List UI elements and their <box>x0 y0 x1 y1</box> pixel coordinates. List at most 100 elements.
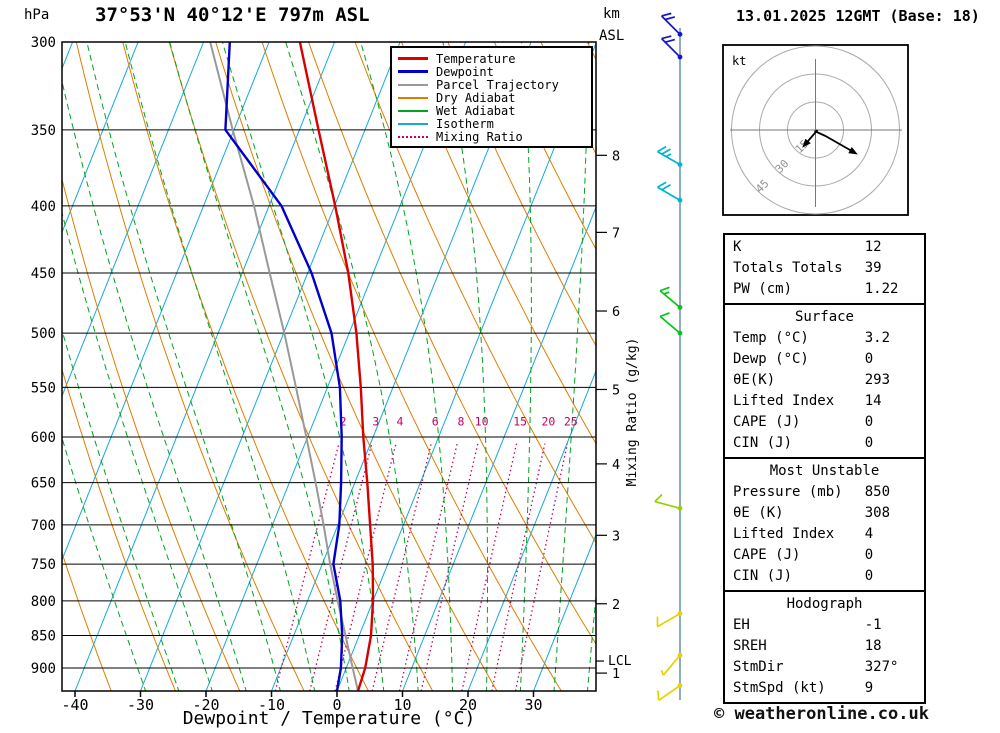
wind-barb <box>657 181 683 203</box>
svg-text:30: 30 <box>524 696 542 714</box>
stats-row: SREH 18 <box>725 636 924 657</box>
svg-text:3: 3 <box>612 528 620 544</box>
stats-row: PW (cm) 1.22 <box>725 279 924 300</box>
stats-row: Totals Totals 39 <box>725 258 924 279</box>
legend-label: Mixing Ratio <box>436 129 523 144</box>
legend-line-sample <box>398 135 428 138</box>
svg-text:3: 3 <box>372 414 379 428</box>
stats-row: StmSpd (kt) 9 <box>725 678 924 699</box>
mixing-ratio-labels: 2 3 4 6 8 10 15 20 25 <box>340 414 578 428</box>
svg-text:-40: -40 <box>61 696 88 714</box>
svg-text:550: 550 <box>31 380 56 396</box>
stats-row: CIN (J) 0 <box>725 566 924 587</box>
svg-text:20: 20 <box>459 696 477 714</box>
svg-text:900: 900 <box>31 661 56 677</box>
stats-section: Most Unstable Pressure (mb) 850 θE (K) 308 Li… <box>725 457 924 590</box>
stats-value: -1 <box>864 617 882 633</box>
legend-item: Mixing Ratio <box>398 130 585 143</box>
stats-row: CAPE (J) 0 <box>725 412 924 433</box>
stats-value: 39 <box>864 260 882 276</box>
stats-value: 0 <box>864 435 874 451</box>
stats-section: Surface Temp (°C) 3.2 Dewp (°C) 0 θE(K) 293 Lif… <box>725 303 924 457</box>
stats-label: EH <box>733 617 750 633</box>
svg-text:350: 350 <box>31 123 56 139</box>
stats-label: Temp (°C) <box>733 330 809 346</box>
stats-value: 9 <box>864 680 874 696</box>
stats-label: θE (K) <box>733 505 784 521</box>
stats-row: Lifted Index 14 <box>725 391 924 412</box>
x-axis-title: Dewpoint / Temperature (°C) <box>182 708 476 729</box>
stats-value: 293 <box>864 372 891 388</box>
stats-value: 3.2 <box>864 330 891 346</box>
stats-label: K <box>733 239 742 255</box>
svg-text:450: 450 <box>31 266 56 282</box>
stats-label: PW (cm) <box>733 281 793 297</box>
svg-text:2: 2 <box>612 597 620 613</box>
legend-label: Wet Adiabat <box>436 103 516 118</box>
stats-value: 327° <box>864 659 899 675</box>
stats-label: Totals Totals <box>733 260 843 276</box>
stats-section: Hodograph EH -1 SREH 18 StmDir 327° StmSpd (kt)… <box>725 590 924 702</box>
wind-barb <box>656 611 683 628</box>
dewpoint-line <box>224 42 344 691</box>
stats-label: θE(K) <box>733 372 776 388</box>
stats-label: CIN (J) <box>733 435 793 451</box>
wind-barb <box>654 493 683 511</box>
svg-text:8: 8 <box>458 414 465 428</box>
stats-label: Lifted Index <box>733 526 835 542</box>
legend-line-sample <box>398 96 428 99</box>
svg-text:300: 300 <box>31 35 56 51</box>
sounding-profiles <box>209 42 375 691</box>
svg-text:2: 2 <box>340 414 347 428</box>
stats-row: Lifted Index 4 <box>725 524 924 545</box>
stats-value: 0 <box>864 547 874 563</box>
stats-label: CAPE (J) <box>733 547 801 563</box>
svg-text:5: 5 <box>612 382 620 398</box>
hodograph-unit-label: kt <box>732 54 746 68</box>
legend-item: Wet Adiabat <box>398 104 585 117</box>
svg-text:15: 15 <box>513 414 527 428</box>
svg-text:1: 1 <box>612 666 620 682</box>
svg-text:-30: -30 <box>127 696 154 714</box>
svg-text:-10: -10 <box>258 696 285 714</box>
stats-section-title: Surface <box>794 309 854 325</box>
pressure-unit-label: hPa <box>24 7 50 23</box>
legend-label: Dewpoint <box>436 64 494 79</box>
stats-label: Pressure (mb) <box>733 484 843 500</box>
stats-row: CIN (J) 0 <box>725 433 924 454</box>
legend-item: Parcel Trajectory <box>398 78 585 91</box>
stats-label: CIN (J) <box>733 568 793 584</box>
svg-text:700: 700 <box>31 518 56 534</box>
svg-text:600: 600 <box>31 430 56 446</box>
page-title: 37°53'N 40°12'E 797m ASL <box>95 4 370 26</box>
stats-section-title: Most Unstable <box>769 463 880 479</box>
svg-text:25: 25 <box>564 414 578 428</box>
legend-line-sample <box>398 70 428 73</box>
stats-label: StmSpd (kt) <box>733 680 826 696</box>
stats-row: CAPE (J) 0 <box>725 545 924 566</box>
wind-barb <box>659 312 683 336</box>
legend: Temperature Dewpoint Parcel Trajectory Dry … <box>390 46 593 148</box>
legend-label: Isotherm <box>436 116 494 131</box>
legend-line-sample <box>398 122 428 125</box>
legend-label: Parcel Trajectory <box>436 77 559 92</box>
stats-row: θE(K) 293 <box>725 370 924 391</box>
svg-text:750: 750 <box>31 557 56 573</box>
temperature-line <box>298 42 375 691</box>
asl-axis-label: ASL <box>599 28 625 44</box>
stats-row: Dewp (°C) 0 <box>725 349 924 370</box>
legend-item: Isotherm <box>398 117 585 130</box>
svg-text:10: 10 <box>393 696 411 714</box>
svg-text:4: 4 <box>397 414 404 428</box>
wind-barb <box>659 286 683 310</box>
legend-item: Temperature <box>398 52 585 65</box>
stats-value: 18 <box>864 638 882 654</box>
svg-text:6: 6 <box>432 414 439 428</box>
wind-barb <box>661 12 683 37</box>
legend-line-sample <box>398 83 428 86</box>
stats-value: 850 <box>864 484 891 500</box>
svg-text:4: 4 <box>612 457 620 473</box>
stats-value: 14 <box>864 393 882 409</box>
legend-item: Dry Adiabat <box>398 91 585 104</box>
